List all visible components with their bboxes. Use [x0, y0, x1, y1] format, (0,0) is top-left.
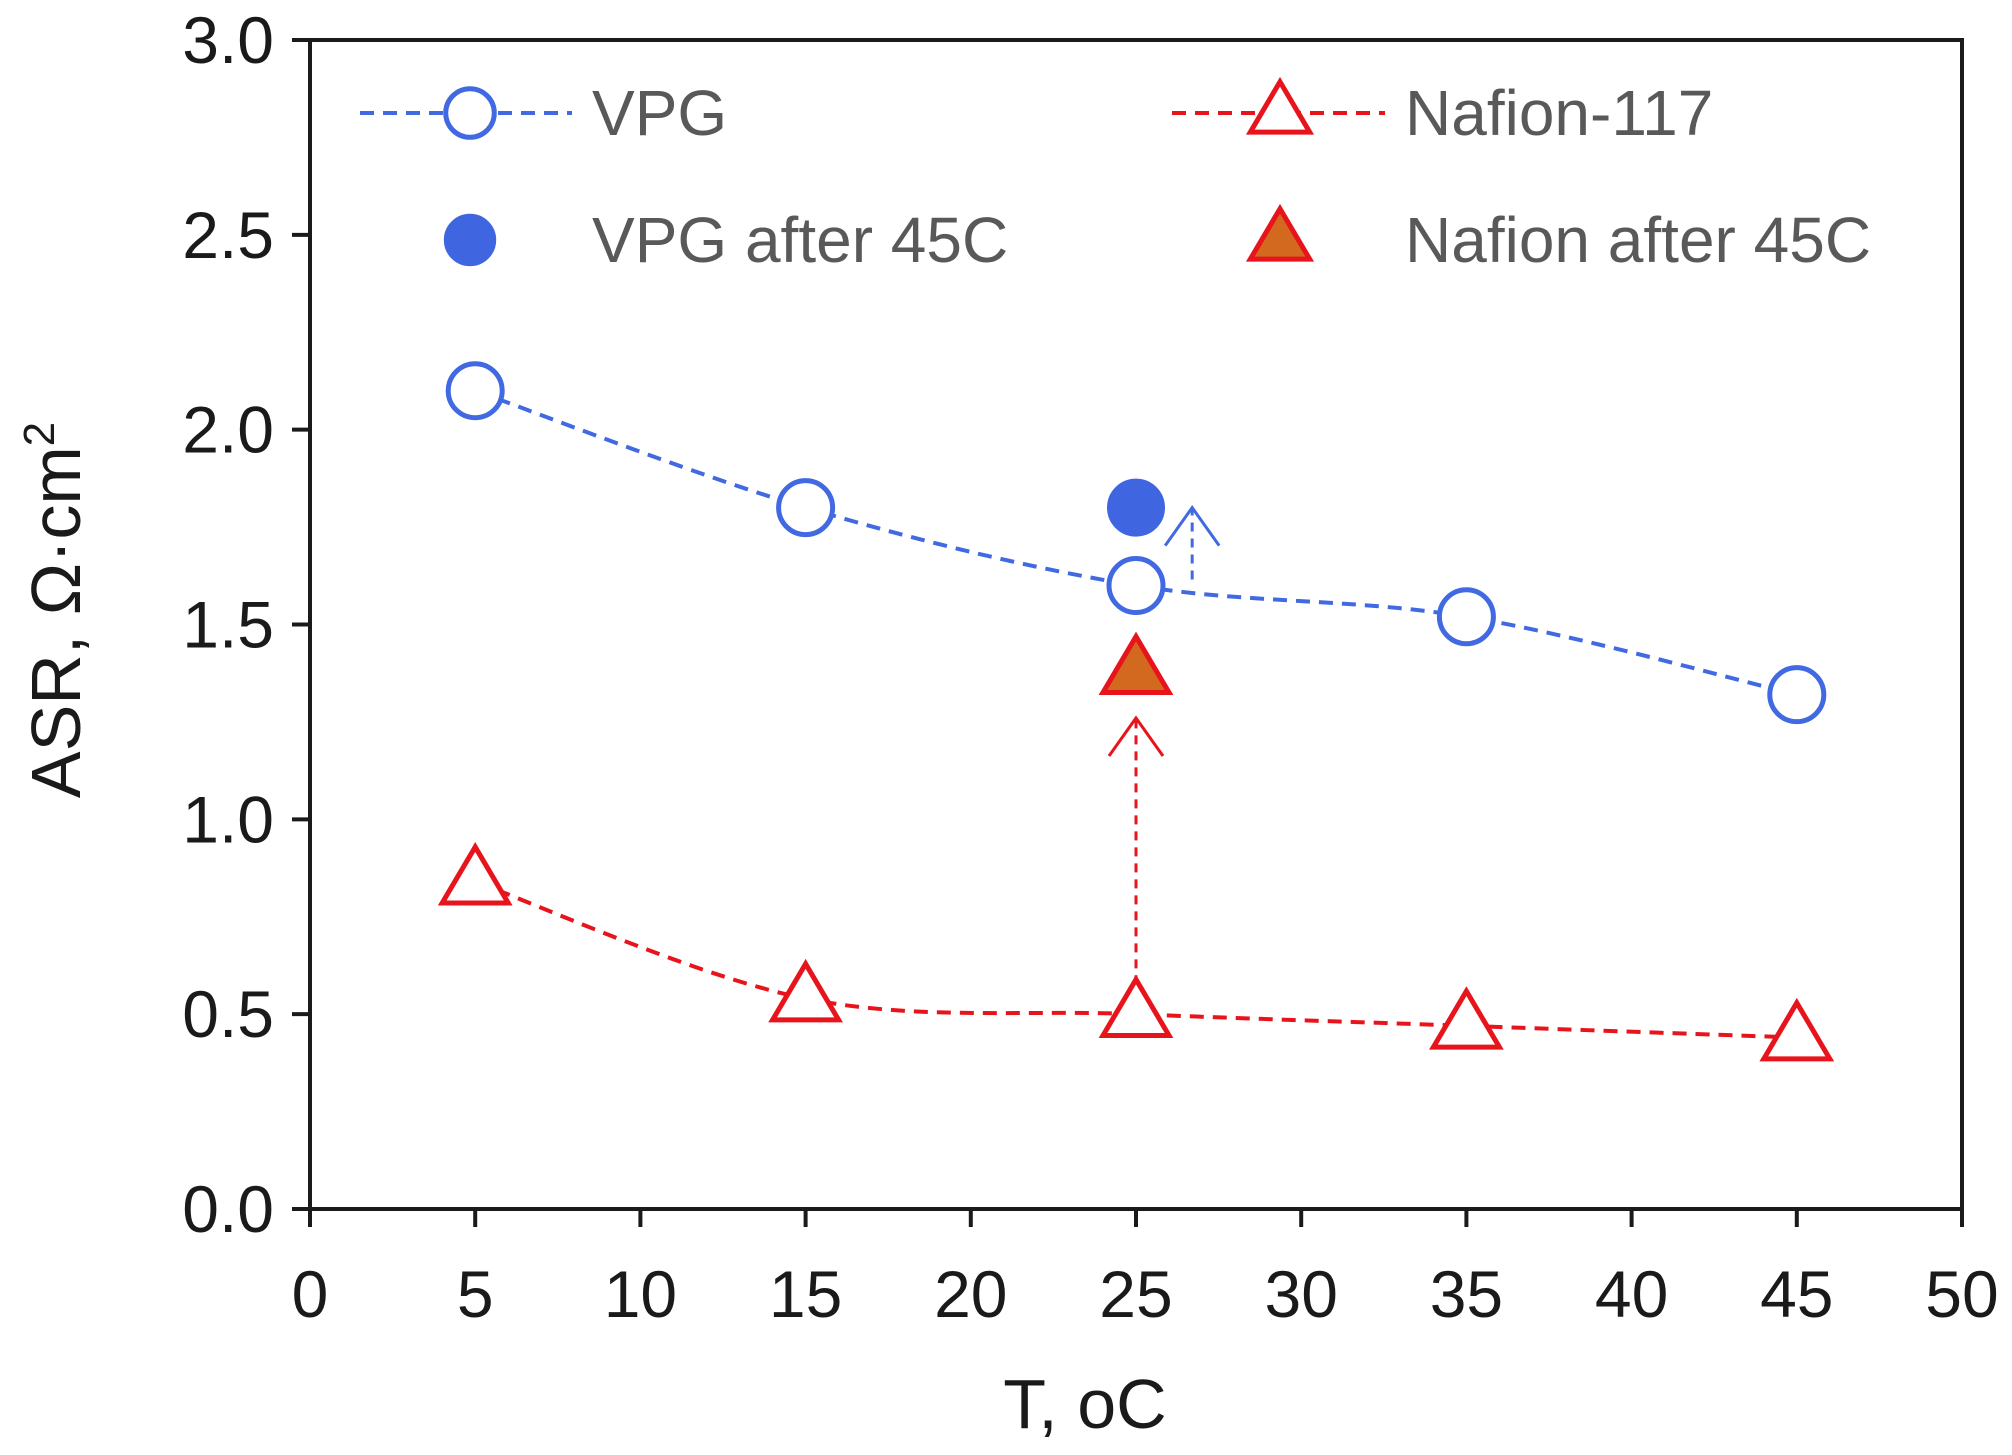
annotation-arrows — [1107, 505, 1221, 1001]
legend-label-2: VPG after 45C — [592, 204, 1008, 276]
x-tick-label: 20 — [934, 1257, 1007, 1331]
y-tick-label: 2.0 — [182, 393, 274, 467]
legend-marker-0 — [443, 86, 497, 140]
x-axis-title-text: T, — [1003, 1365, 1077, 1443]
data-point-s1-2 — [1098, 974, 1174, 1038]
legend-label-1: Nafion-117 — [1405, 77, 1713, 149]
x-tick-label: 30 — [1264, 1257, 1337, 1331]
x-tick-label: 10 — [604, 1257, 677, 1331]
series-line-1 — [474, 879, 1797, 1040]
x-tick-label: 25 — [1099, 1257, 1172, 1331]
x-tick-label: 15 — [769, 1257, 842, 1331]
data-point-s0-4 — [1767, 665, 1827, 725]
data-markers — [437, 361, 1835, 1062]
axis-ticks — [292, 38, 1964, 1227]
legend: VPG Nafion-117 VPG after 45C Nafion after 4… — [360, 76, 1871, 276]
data-point-s1-3 — [1429, 986, 1504, 1050]
y-tick-labels: 0.0 0.5 1.0 1.5 2.0 2.5 3.0 — [182, 3, 274, 1246]
annotation-arrow-head-0 — [1163, 505, 1221, 547]
data-point-s1-4 — [1759, 997, 1835, 1062]
x-tick-label: 40 — [1595, 1257, 1668, 1331]
legend-label-0: VPG — [592, 77, 727, 149]
y-tick-label: 0.5 — [182, 977, 274, 1051]
legend-label-3: Nafion after 45C — [1405, 204, 1871, 276]
data-point-s0-2 — [1106, 556, 1166, 616]
x-tick-label: 45 — [1760, 1257, 1833, 1331]
legend-marker-1 — [1245, 76, 1315, 135]
data-point-s3-0 — [1098, 631, 1174, 696]
x-tick-label: 50 — [1925, 1257, 1998, 1331]
data-point-s0-1 — [776, 478, 836, 538]
data-point-s2-0 — [1107, 478, 1165, 537]
x-tick-label: 0 — [292, 1257, 329, 1331]
y-axis-title-text: ASR, Ω·cm — [17, 446, 95, 798]
data-point-s0-0 — [445, 361, 505, 421]
annotation-arrow-head-1 — [1107, 715, 1165, 757]
x-tick-label: 35 — [1430, 1257, 1503, 1331]
legend-marker-2 — [443, 213, 497, 267]
data-point-s1-0 — [437, 842, 513, 906]
data-point-s1-1 — [768, 958, 843, 1023]
x-axis-title: T, oC — [1003, 1365, 1166, 1443]
data-point-s0-3 — [1436, 587, 1496, 647]
y-tick-label: 1.0 — [182, 782, 274, 856]
x-axis-title-unit: oC — [1077, 1365, 1166, 1443]
y-tick-label: 1.5 — [182, 588, 274, 662]
legend-marker-3 — [1245, 203, 1315, 262]
x-tick-label: 5 — [457, 1257, 494, 1331]
y-axis-title: ASR, Ω·cm2 — [15, 422, 95, 798]
x-tick-labels: 0 5 10 15 20 25 30 35 40 45 50 — [292, 1257, 1999, 1331]
y-tick-label: 3.0 — [182, 3, 274, 77]
y-tick-label: 2.5 — [182, 198, 274, 272]
y-axis-title-superscript: 2 — [15, 422, 64, 446]
y-tick-label: 0.0 — [182, 1172, 274, 1246]
